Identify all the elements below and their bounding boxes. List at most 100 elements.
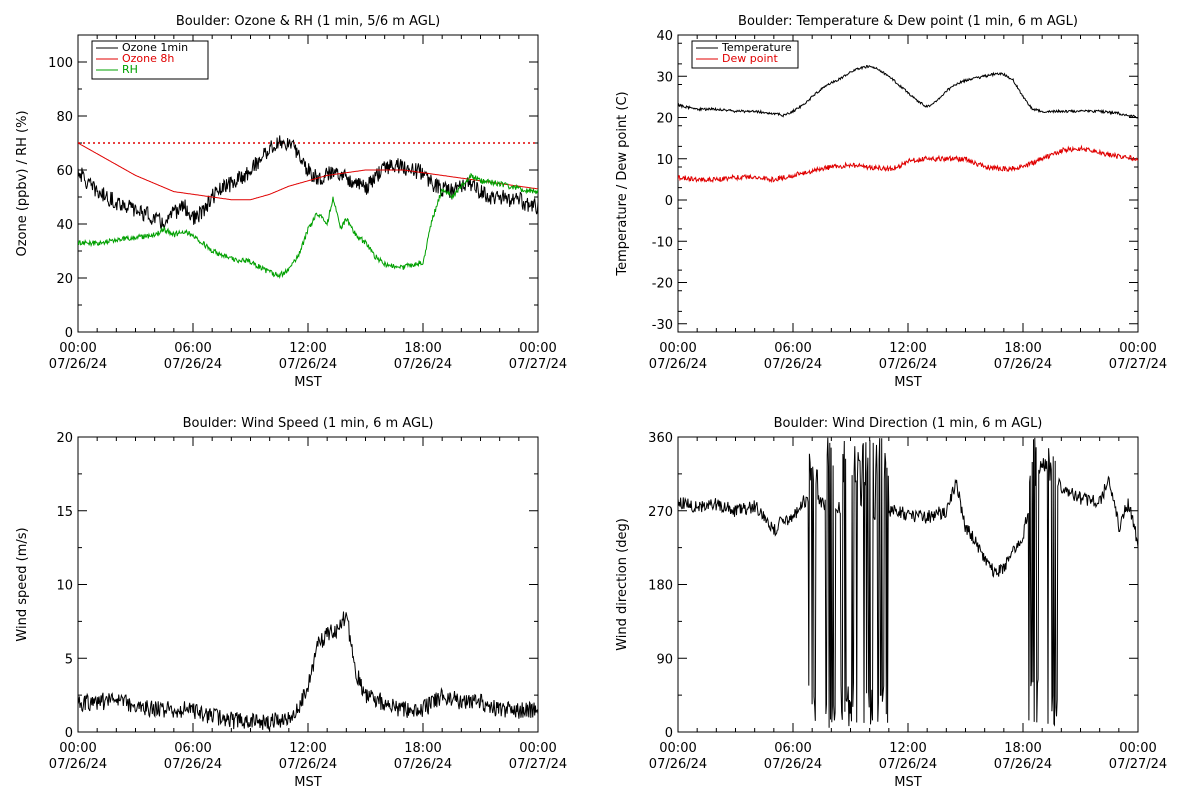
series-group — [78, 135, 538, 280]
legend-label: Dew point — [722, 52, 778, 65]
y-tick-label: 5 — [65, 652, 73, 667]
y-tick-label: 0 — [65, 326, 73, 341]
y-tick-label: 40 — [656, 29, 673, 44]
x-tick-time-label: 12:00 — [889, 341, 926, 356]
x-tick-date-label: 07/27/24 — [509, 757, 567, 772]
y-tick-label: 0 — [665, 726, 673, 741]
series-line-data — [78, 611, 538, 732]
chart-layer: Boulder: Ozone & RH (1 min, 5/6 m AGL) Oz… — [15, 14, 1167, 790]
wind-direction-panel: Boulder: Wind Direction (1 min, 6 m AGL)… — [615, 416, 1167, 790]
x-tick-date-label: 07/26/24 — [994, 357, 1052, 372]
x-tick-date-label: 07/26/24 — [879, 757, 937, 772]
y-tick-label: 10 — [56, 579, 73, 594]
y-tick-label: 30 — [656, 70, 673, 85]
x-tick-date-label: 07/26/24 — [764, 757, 822, 772]
x-tick-time-label: 00:00 — [519, 741, 556, 756]
series-line-ozone-8h — [78, 142, 538, 201]
x-tick-time-label: 06:00 — [774, 741, 811, 756]
y-tick-label: 0 — [65, 726, 73, 741]
x-tick-date-label: 07/26/24 — [394, 757, 452, 772]
series-line-data — [678, 437, 1138, 728]
x-tick-date-label: 07/27/24 — [1109, 357, 1167, 372]
x-tick-date-label: 07/26/24 — [649, 757, 707, 772]
x-tick-date-label: 07/26/24 — [994, 757, 1052, 772]
y-tick-label: 15 — [56, 505, 73, 520]
x-tick-time-label: 12:00 — [289, 341, 326, 356]
series-group — [678, 64, 1138, 184]
y-tick-label: 20 — [656, 112, 673, 127]
wind-speed-panel: Boulder: Wind Speed (1 min, 6 m AGL) Wind… — [15, 416, 567, 790]
y-tick-label: 60 — [56, 164, 73, 179]
x-tick-time-label: 00:00 — [1119, 741, 1156, 756]
y-axis-label: Wind direction (deg) — [615, 518, 630, 651]
y-tick-label: 0 — [665, 194, 673, 209]
x-tick-time-label: 12:00 — [889, 741, 926, 756]
y-tick-label: 20 — [56, 272, 73, 287]
y-axis-label: Ozone (ppbv) / RH (%) — [15, 110, 30, 256]
legend-box — [691, 40, 799, 69]
x-tick-date-label: 07/27/24 — [1109, 757, 1167, 772]
series-line-temperature — [678, 64, 1138, 119]
series-group — [78, 611, 538, 732]
chart-title: Boulder: Wind Direction (1 min, 6 m AGL) — [774, 416, 1043, 431]
y-tick-label: 90 — [656, 652, 673, 667]
x-tick-date-label: 07/26/24 — [49, 357, 107, 372]
legend-label: RH — [122, 63, 138, 76]
x-tick-date-label: 07/26/24 — [649, 357, 707, 372]
y-tick-label: 360 — [648, 431, 673, 446]
y-tick-label: -20 — [652, 277, 673, 292]
y-tick-label: -30 — [652, 318, 673, 333]
series-line-rh — [78, 172, 538, 280]
x-tick-time-label: 00:00 — [659, 341, 696, 356]
x-axis-label: MST — [894, 375, 921, 390]
x-tick-time-label: 06:00 — [174, 341, 211, 356]
chart-title: Boulder: Ozone & RH (1 min, 5/6 m AGL) — [176, 14, 440, 29]
x-tick-time-label: 18:00 — [1004, 341, 1041, 356]
y-tick-label: 80 — [56, 110, 73, 125]
y-tick-label: 100 — [48, 56, 73, 71]
legend-label: Temperature — [721, 41, 792, 54]
x-tick-date-label: 07/26/24 — [164, 757, 222, 772]
x-tick-date-label: 07/26/24 — [394, 357, 452, 372]
x-axis-label: MST — [294, 375, 321, 390]
x-tick-date-label: 07/26/24 — [49, 757, 107, 772]
legend-label: Ozone 8h — [122, 52, 174, 65]
x-tick-date-label: 07/26/24 — [279, 757, 337, 772]
x-tick-date-label: 07/26/24 — [764, 357, 822, 372]
x-tick-time-label: 00:00 — [59, 341, 96, 356]
y-tick-label: 270 — [648, 505, 673, 520]
y-tick-label: 10 — [656, 153, 673, 168]
x-tick-date-label: 07/26/24 — [164, 357, 222, 372]
x-tick-time-label: 06:00 — [174, 741, 211, 756]
x-tick-time-label: 00:00 — [519, 341, 556, 356]
x-tick-time-label: 18:00 — [1004, 741, 1041, 756]
x-tick-time-label: 00:00 — [1119, 341, 1156, 356]
legend-box — [91, 40, 209, 80]
x-tick-time-label: 00:00 — [59, 741, 96, 756]
x-tick-time-label: 06:00 — [774, 341, 811, 356]
x-tick-date-label: 07/26/24 — [279, 357, 337, 372]
chart-title: Boulder: Temperature & Dew point (1 min,… — [738, 14, 1078, 29]
x-tick-time-label: 00:00 — [659, 741, 696, 756]
y-tick-label: 180 — [648, 579, 673, 594]
x-tick-time-label: 18:00 — [404, 741, 441, 756]
x-axis-label: MST — [294, 775, 321, 790]
series-group — [678, 437, 1138, 728]
y-tick-label: 20 — [56, 431, 73, 446]
x-axis-label: MST — [894, 775, 921, 790]
x-tick-date-label: 07/27/24 — [509, 357, 567, 372]
temp-dew-panel: Boulder: Temperature & Dew point (1 min,… — [615, 14, 1167, 390]
legend-label: Ozone 1min — [122, 41, 188, 54]
chart-title: Boulder: Wind Speed (1 min, 6 m AGL) — [183, 416, 434, 431]
x-tick-date-label: 07/26/24 — [879, 357, 937, 372]
x-tick-time-label: 12:00 — [289, 741, 326, 756]
y-tick-label: -10 — [652, 235, 673, 250]
x-tick-time-label: 18:00 — [404, 341, 441, 356]
y-axis-label: Temperature / Dew point (C) — [615, 91, 630, 276]
series-line-dew-point — [678, 144, 1138, 184]
y-axis-label: Wind speed (m/s) — [15, 527, 30, 641]
y-tick-label: 40 — [56, 218, 73, 233]
ozone-rh-panel: Boulder: Ozone & RH (1 min, 5/6 m AGL) Oz… — [15, 14, 567, 390]
